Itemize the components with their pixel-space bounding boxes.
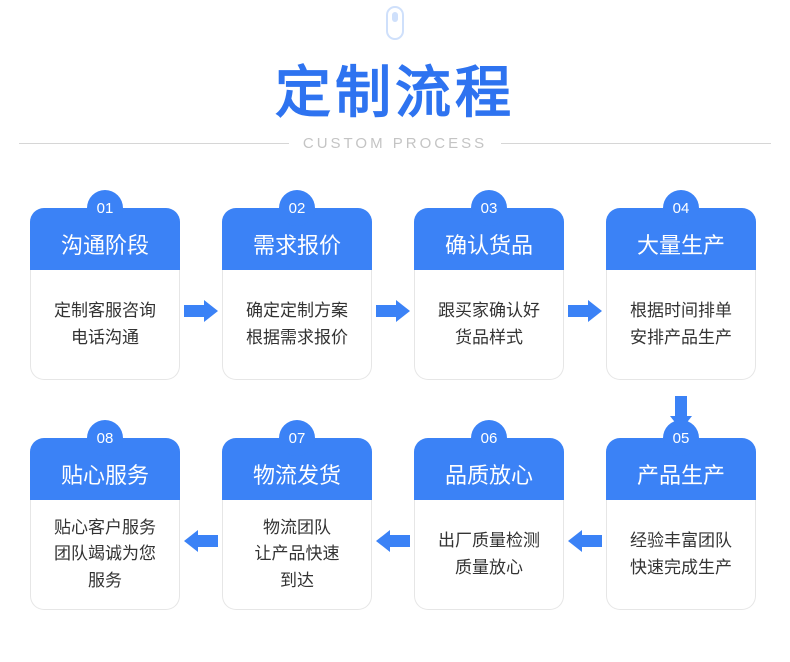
step-body: 经验丰富团队 快速完成生产 (606, 500, 756, 610)
arrow-left-icon (376, 530, 410, 552)
arrow-left-icon (184, 530, 218, 552)
arrow-right-icon (376, 300, 410, 322)
step-card-01: 01 沟通阶段 定制客服咨询 电话沟通 (30, 190, 180, 380)
step-badge: 07 (279, 420, 315, 456)
step-badge: 06 (471, 420, 507, 456)
page-title: 定制流程 (0, 48, 790, 129)
step-body: 贴心客户服务 团队竭诚为您 服务 (30, 500, 180, 610)
step-badge: 03 (471, 190, 507, 226)
step-line: 货品样式 (423, 325, 555, 351)
step-body: 跟买家确认好 货品样式 (414, 270, 564, 380)
step-line: 定制客服咨询 (39, 298, 171, 324)
page-subtitle: CUSTOM PROCESS (303, 135, 487, 152)
step-line: 电话沟通 (39, 325, 171, 351)
step-badge: 05 (663, 420, 699, 456)
step-badge: 01 (87, 190, 123, 226)
step-line: 跟买家确认好 (423, 298, 555, 324)
divider-right (501, 143, 771, 144)
step-line: 质量放心 (423, 555, 555, 581)
step-line: 到达 (231, 568, 363, 594)
step-line: 让产品快速 (231, 541, 363, 567)
step-card-02: 02 需求报价 确定定制方案 根据需求报价 (222, 190, 372, 380)
step-line: 团队竭诚为您 (39, 541, 171, 567)
step-body: 确定定制方案 根据需求报价 (222, 270, 372, 380)
step-card-07: 07 物流发货 物流团队 让产品快速 到达 (222, 420, 372, 610)
step-body: 定制客服咨询 电话沟通 (30, 270, 180, 380)
step-card-05: 05 产品生产 经验丰富团队 快速完成生产 (606, 420, 756, 610)
step-line: 根据时间排单 (615, 298, 747, 324)
step-line: 根据需求报价 (231, 325, 363, 351)
step-body: 物流团队 让产品快速 到达 (222, 500, 372, 610)
step-card-04: 04 大量生产 根据时间排单 安排产品生产 (606, 190, 756, 380)
step-line: 服务 (39, 568, 171, 594)
step-badge: 08 (87, 420, 123, 456)
step-card-03: 03 确认货品 跟买家确认好 货品样式 (414, 190, 564, 380)
arrow-right-icon (568, 300, 602, 322)
divider-left (19, 143, 289, 144)
step-line: 安排产品生产 (615, 325, 747, 351)
step-body: 出厂质量检测 质量放心 (414, 500, 564, 610)
subtitle-row: CUSTOM PROCESS (0, 135, 790, 152)
step-card-06: 06 品质放心 出厂质量检测 质量放心 (414, 420, 564, 610)
step-line: 确定定制方案 (231, 298, 363, 324)
arrow-right-icon (184, 300, 218, 322)
step-line: 快速完成生产 (615, 555, 747, 581)
step-line: 贴心客户服务 (39, 515, 171, 541)
step-line: 出厂质量检测 (423, 528, 555, 554)
step-line: 经验丰富团队 (615, 528, 747, 554)
step-body: 根据时间排单 安排产品生产 (606, 270, 756, 380)
step-line: 物流团队 (231, 515, 363, 541)
step-card-08: 08 贴心服务 贴心客户服务 团队竭诚为您 服务 (30, 420, 180, 610)
step-badge: 02 (279, 190, 315, 226)
top-decor-icon (386, 6, 404, 40)
arrow-left-icon (568, 530, 602, 552)
step-badge: 04 (663, 190, 699, 226)
